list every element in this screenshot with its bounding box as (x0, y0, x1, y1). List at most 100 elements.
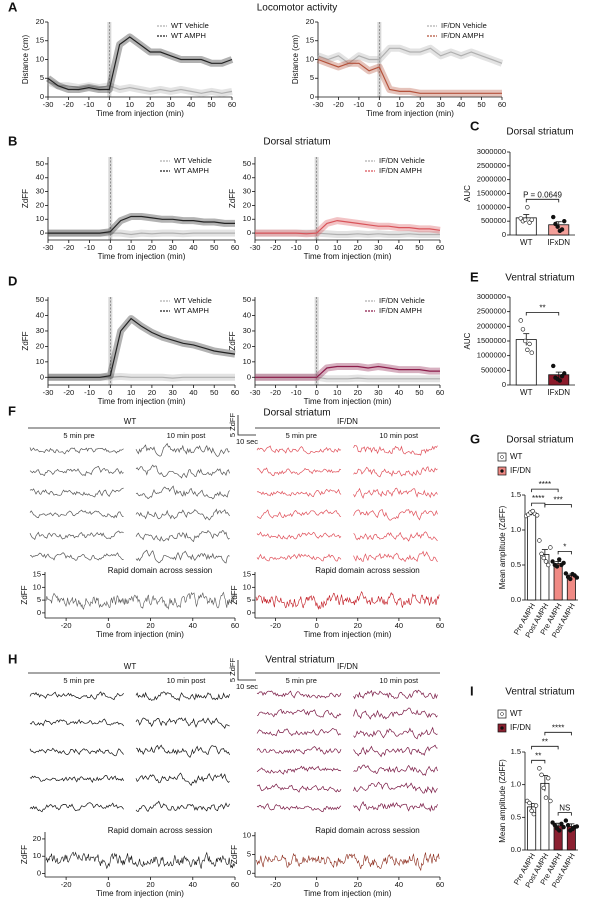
x-tick-label: 20 (148, 388, 156, 397)
y-tick-label: 15 (33, 570, 41, 579)
x-tick-label: 50 (207, 100, 215, 109)
x-tick-label: 40 (187, 100, 195, 109)
x-tick-label: 50 (210, 388, 218, 397)
data-point (539, 772, 544, 778)
data-point (541, 785, 546, 791)
y-tick-label: 50 (243, 159, 251, 168)
data-point (562, 371, 567, 376)
y-tick-label: 5 (40, 73, 44, 82)
trace (256, 467, 342, 477)
signal-trace (255, 590, 440, 610)
y-axis-label: ZdFF (228, 189, 237, 208)
y-tick-label: 20 (243, 341, 251, 350)
y-axis-label: Mean amplitude (ZdFF) (498, 505, 507, 589)
data-point (563, 818, 569, 823)
data-point (563, 571, 569, 576)
y-tick-label: 2500000 (477, 307, 506, 316)
y-tick-label: 1000000 (477, 351, 506, 360)
significance-bracket (531, 488, 559, 493)
scale-bar (237, 415, 256, 436)
panel-letter: H (8, 651, 17, 666)
x-tick-label: -10 (353, 100, 364, 109)
x-tick-label: 20 (148, 243, 156, 252)
significance-bracket (531, 759, 546, 764)
trace (353, 466, 438, 478)
y-tick-label: 1.0 (511, 780, 521, 789)
pre-label: 5 min pre (63, 676, 94, 685)
x-tick-label: -10 (291, 243, 302, 252)
legend-label: WT AMPH (171, 31, 206, 40)
series-band (48, 315, 236, 381)
trace (29, 552, 124, 561)
y-tick-label: 0 (247, 868, 251, 877)
significance-bracket (557, 812, 572, 816)
x-tick-label: 20 (354, 243, 362, 252)
y-tick-label: 10 (36, 357, 44, 366)
data-point (527, 341, 532, 347)
data-point (561, 824, 566, 830)
significance-bracket (531, 745, 559, 750)
x-tick-label: -20 (270, 621, 281, 630)
y-tick-label: 20 (243, 200, 251, 209)
y-tick-label: 10 (36, 54, 44, 63)
x-tick-label: 0 (315, 388, 319, 397)
plot-title: Rapid domain across session (315, 566, 420, 575)
y-tick-label: 0 (502, 230, 506, 239)
legend-label: IF/DN Vehicle (379, 296, 425, 305)
x-tick-label: 10 (127, 388, 135, 397)
signal-trace (255, 852, 440, 872)
legend-label: IF/DN (510, 723, 531, 732)
data-point (520, 327, 526, 332)
data-point (543, 795, 549, 800)
data-point (545, 562, 551, 568)
data-point (552, 822, 558, 828)
plot-title: Rapid domain across session (108, 826, 213, 835)
y-tick-label: 20 (306, 17, 314, 26)
data-point (530, 508, 535, 514)
trace (29, 802, 124, 813)
legend-label: WT (510, 452, 523, 461)
trace (29, 465, 124, 477)
x-tick-label: 0 (315, 243, 319, 252)
series-line (47, 81, 233, 94)
trace (353, 550, 438, 563)
x-tick-label: 60 (231, 243, 239, 252)
y-tick-label: 2500000 (477, 161, 506, 170)
x-tick-label: -30 (43, 388, 54, 397)
x-tick-label: 10 (127, 243, 135, 252)
significance-label: *** (553, 496, 562, 505)
legend-label: IF/DN AMPH (441, 31, 484, 40)
y-tick-label: 0 (310, 92, 314, 101)
x-tick-label: 20 (354, 621, 362, 630)
significance-label: ** (535, 751, 541, 760)
y-tick-label: 0 (502, 380, 506, 389)
trace (135, 529, 230, 543)
x-axis-label: Time from injection (min) (366, 109, 454, 118)
data-point (551, 363, 556, 369)
plot-title: Rapid domain across session (315, 826, 420, 835)
y-tick-label: 10 (36, 214, 44, 223)
signal-trace (45, 591, 236, 610)
trace (256, 746, 342, 755)
data-point (574, 824, 580, 829)
x-tick-label: -20 (63, 243, 74, 252)
x-tick-label: 60 (436, 621, 444, 630)
panel-title: Dorsal striatum (506, 435, 573, 446)
data-point (534, 513, 540, 518)
x-tick-label: 40 (395, 880, 403, 889)
data-point (541, 555, 546, 561)
y-axis-label: ZdFF (228, 331, 237, 350)
significance-label: **** (552, 723, 564, 732)
x-tick-label: -20 (270, 880, 281, 889)
trace (135, 717, 230, 729)
x-tick-label: 30 (374, 388, 382, 397)
x-tick-label: -30 (43, 100, 54, 109)
trace (29, 718, 124, 727)
significance-bracket (544, 731, 572, 736)
data-point (562, 218, 567, 224)
x-tick-label: 60 (231, 388, 239, 397)
legend-label: WT Vehicle (174, 296, 212, 305)
legend-dot (500, 455, 504, 459)
x-axis-label: Time from injection (min) (96, 109, 184, 118)
x-tick-label: -20 (270, 243, 281, 252)
